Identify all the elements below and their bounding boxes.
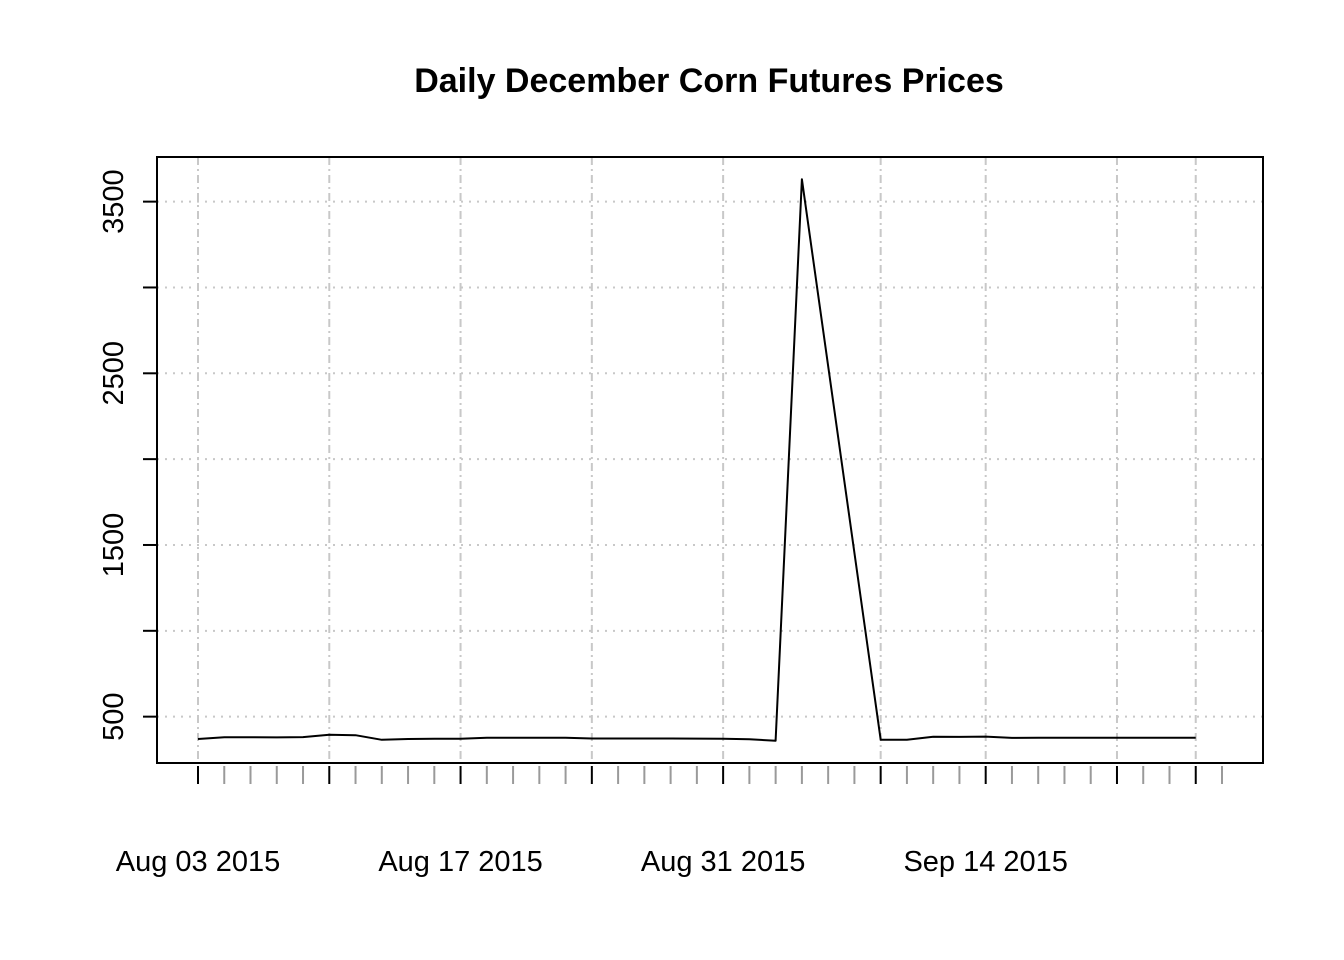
y-axis: 500 1500 2500 3500: [98, 169, 157, 741]
grid: [157, 157, 1263, 763]
x-tick-label: Aug 03 2015: [116, 846, 280, 878]
x-axis: Aug 03 2015 Aug 17 2015 Aug 31 2015 Sep 14 …: [116, 766, 1223, 878]
chart-title: Daily December Corn Futures Prices: [414, 62, 1004, 100]
y-tick-label: 1500: [98, 513, 130, 578]
y-tick-label: 2500: [98, 341, 130, 406]
x-tick-label: Sep 14 2015: [903, 846, 1067, 878]
x-tick-label: Aug 17 2015: [378, 846, 542, 878]
series-line: [197, 178, 1196, 742]
x-tick-label: Aug 31 2015: [641, 846, 805, 878]
series-layer: [197, 178, 1196, 742]
y-tick-label: 500: [98, 692, 130, 740]
y-tick-label: 3500: [98, 169, 130, 234]
